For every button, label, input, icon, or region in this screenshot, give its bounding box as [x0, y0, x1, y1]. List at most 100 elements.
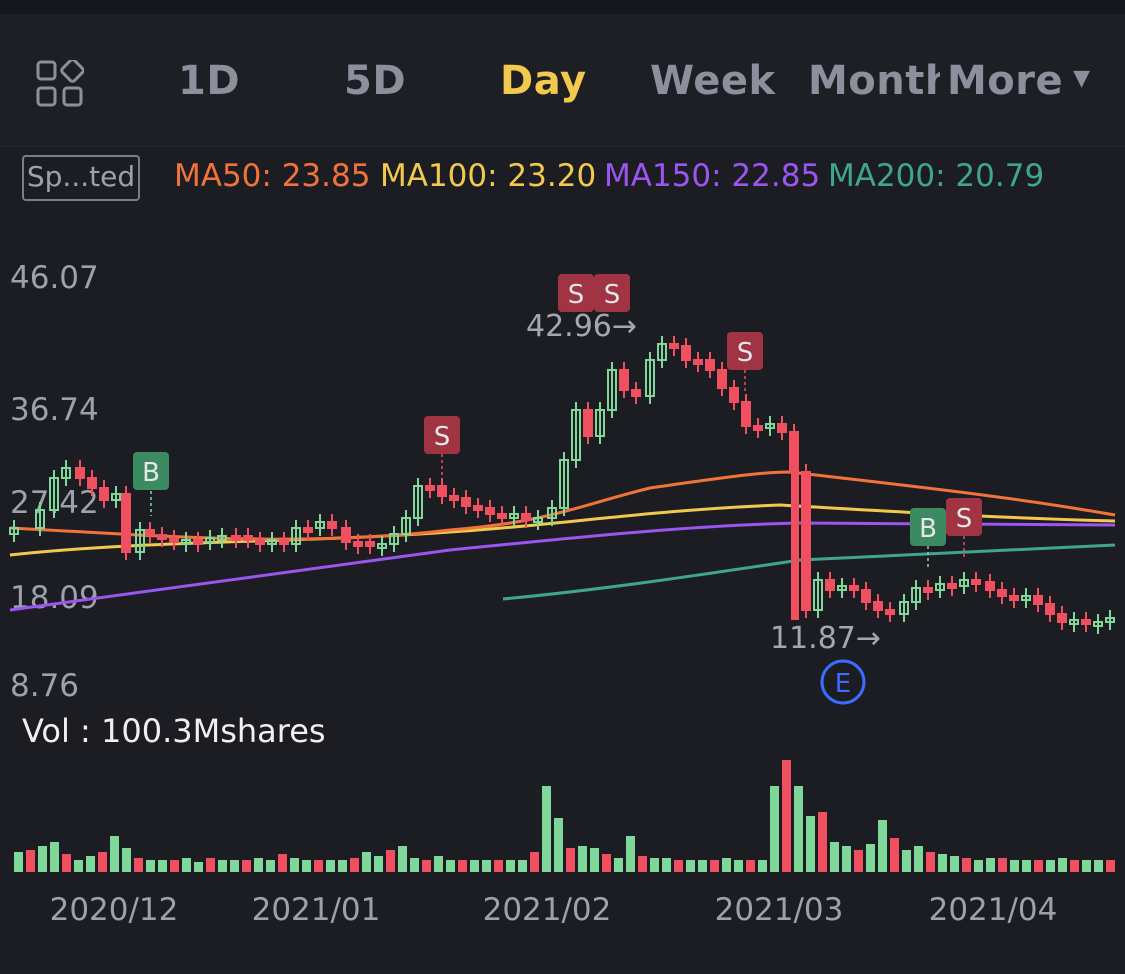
candle: [1093, 621, 1103, 627]
volume-bar: [638, 856, 647, 872]
volume-bar: [446, 860, 455, 872]
volume-bar: [866, 844, 875, 872]
volume-bar: [122, 848, 131, 872]
volume-bar: [686, 860, 695, 872]
candle: [401, 517, 411, 535]
candle: [303, 527, 313, 533]
candle: [377, 543, 387, 549]
tab-5d[interactable]: 5D: [344, 58, 407, 104]
volume-bar: [854, 850, 863, 872]
volume-bar: [626, 836, 635, 872]
candle: [1021, 595, 1031, 601]
price-tick: 36.74: [10, 392, 99, 428]
volume-bar: [290, 858, 299, 872]
candle: [193, 539, 203, 545]
sell-marker[interactable]: S: [727, 332, 763, 392]
date-tick: 2021/02: [483, 892, 612, 928]
volume-bar: [1070, 860, 1079, 872]
tab-1d[interactable]: 1D: [178, 58, 241, 104]
candle: [449, 495, 459, 501]
candle: [885, 609, 895, 615]
volume-bar: [1022, 860, 1031, 872]
volume-bar: [206, 858, 215, 872]
candle: [777, 423, 787, 433]
candle: [861, 589, 871, 603]
candle: [255, 539, 265, 545]
candle: [923, 587, 933, 593]
svg-text:B: B: [142, 458, 160, 488]
candle: [669, 343, 679, 349]
volume-bar: [1010, 860, 1019, 872]
date-tick: 2021/01: [252, 892, 381, 928]
svg-text:S: S: [434, 422, 451, 452]
ma200-line: [502, 543, 1116, 601]
date-tick: 2021/04: [929, 892, 1058, 928]
tab-week[interactable]: Week: [650, 58, 776, 104]
candle: [497, 513, 507, 519]
volume-bar: [902, 850, 911, 872]
buy-marker[interactable]: B: [133, 452, 169, 516]
candle: [365, 541, 375, 547]
candle: [985, 581, 995, 591]
volume-bar: [554, 818, 563, 872]
buy-marker[interactable]: B: [910, 508, 946, 570]
volume-bar: [1046, 860, 1055, 872]
volume-bar: [782, 760, 791, 872]
volume-bar: [14, 852, 23, 872]
candle: [327, 521, 337, 529]
candle: [935, 583, 945, 591]
candle: [837, 585, 847, 591]
candle: [341, 527, 351, 543]
candle: [389, 533, 399, 545]
candle: [353, 541, 363, 547]
sell-marker[interactable]: S: [594, 274, 630, 312]
more-dropdown[interactable]: More ▼: [947, 58, 1091, 104]
candle: [521, 513, 531, 521]
tab-day[interactable]: Day: [500, 58, 587, 104]
indicator-legend: Sp...ted MA50: 23.85 MA100: 23.20 MA150:…: [0, 148, 1125, 210]
candlestick-series: [9, 336, 1115, 634]
volume-bar: [194, 862, 203, 872]
indicator-selector[interactable]: Sp...ted: [22, 155, 140, 201]
candle: [181, 539, 191, 545]
volume-bar: [1094, 860, 1103, 872]
volume-bar: [158, 860, 167, 872]
candle: [231, 535, 241, 541]
tab-month[interactable]: Month: [808, 58, 940, 104]
volume-bars: [14, 760, 1115, 872]
more-label: More: [947, 58, 1064, 104]
svg-text:S: S: [956, 504, 973, 534]
candle: [947, 583, 957, 589]
volume-bar: [242, 860, 251, 872]
volume-bar: [998, 858, 1007, 872]
volume-bar: [482, 860, 491, 872]
volume-bar: [1058, 858, 1067, 872]
volume-bar: [662, 858, 671, 872]
volume-bar: [914, 846, 923, 872]
volume-bar: [926, 852, 935, 872]
volume-bar: [746, 860, 755, 872]
candle: [873, 601, 883, 611]
candle: [729, 387, 739, 403]
candle: [485, 507, 495, 515]
grid-icon[interactable]: [36, 60, 84, 108]
sell-marker[interactable]: S: [946, 498, 982, 558]
candle: [1009, 595, 1019, 601]
earnings-badge[interactable]: E: [820, 659, 866, 705]
volume-bar: [614, 858, 623, 872]
volume-bar: [26, 850, 35, 872]
volume-bar: [362, 852, 371, 872]
volume-bar: [38, 846, 47, 872]
price-chart[interactable]: 46.07 36.74 27.42 18.09 8.76 42.96→ 11.8…: [0, 210, 1125, 974]
candle: [997, 589, 1007, 597]
sell-marker[interactable]: S: [424, 416, 460, 476]
volume-bar: [374, 856, 383, 872]
candle: [111, 493, 121, 501]
volume-bar: [170, 860, 179, 872]
candle: [657, 343, 667, 361]
candle: [849, 585, 859, 591]
candle: [607, 369, 617, 411]
candle: [35, 509, 45, 529]
volume-bar: [134, 858, 143, 872]
sell-marker[interactable]: S: [558, 274, 594, 312]
